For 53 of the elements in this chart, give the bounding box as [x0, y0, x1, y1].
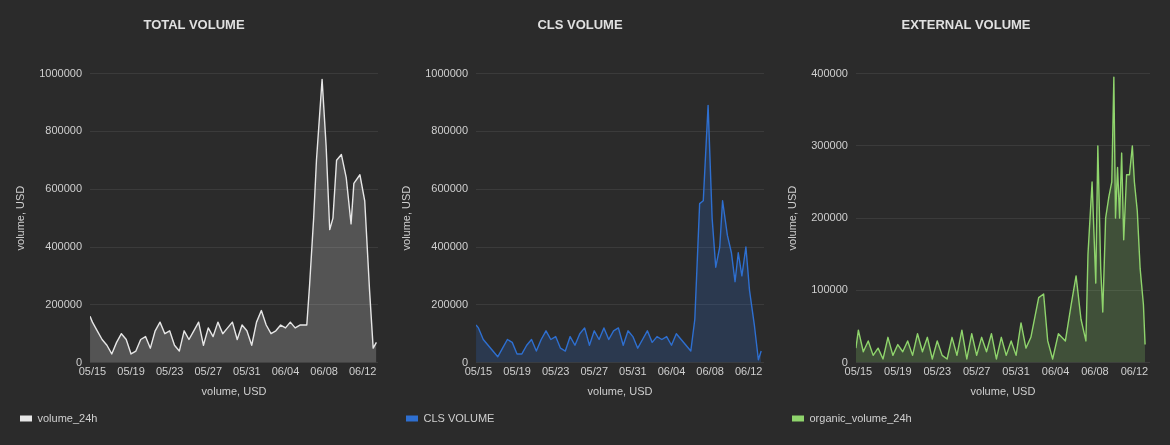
x-tick-label: 05/27 [194, 365, 223, 378]
y-tick-label: 200000 [45, 297, 83, 310]
x-tick-label: 05/15 [844, 365, 873, 378]
x-tick-label: 06/12 [734, 365, 763, 378]
y-axis-title: volume, USD [785, 185, 798, 251]
y-tick-label: 600000 [431, 182, 469, 195]
x-tick-label: 06/08 [1081, 365, 1109, 378]
chart-title: CLS VOLUME [537, 17, 623, 33]
x-tick-label: 05/31 [1002, 365, 1030, 378]
x-tick-label: 06/12 [1120, 365, 1149, 378]
x-tick-label: 05/27 [962, 365, 991, 378]
y-tick-label: 0 [841, 355, 848, 368]
y-axis-title: volume, USD [399, 185, 412, 251]
x-tick-label: 05/31 [619, 365, 647, 378]
chart-title: TOTAL VOLUME [143, 17, 245, 33]
y-tick-label: 200000 [811, 211, 848, 224]
x-tick-label: 06/04 [1041, 365, 1070, 378]
y-tick-label: 800000 [45, 124, 83, 137]
x-tick-label: 06/08 [696, 365, 724, 378]
x-tick-label: 06/08 [310, 365, 338, 378]
x-tick-label: 05/23 [923, 365, 951, 378]
x-axis-title: volume, USD [587, 385, 653, 398]
y-tick-label: 200000 [431, 297, 469, 310]
x-tick-label: 05/31 [233, 365, 261, 378]
y-tick-label: 100000 [811, 283, 848, 296]
y-tick-label: 800000 [431, 124, 469, 137]
y-tick-label: 400000 [431, 240, 469, 253]
legend-label: volume_24h [37, 411, 98, 424]
x-tick-label: 05/19 [884, 365, 912, 378]
y-tick-label: 400000 [811, 66, 848, 79]
y-tick-label: 1000000 [425, 66, 469, 79]
x-tick-label: 05/23 [155, 365, 184, 378]
x-tick-label: 06/12 [348, 365, 377, 378]
y-tick-label: 0 [75, 355, 83, 368]
x-tick-label: 05/15 [78, 365, 107, 378]
x-tick-label: 05/15 [464, 365, 493, 378]
x-tick-label: 05/19 [117, 365, 145, 378]
x-tick-label: 06/04 [657, 365, 686, 378]
x-tick-label: 05/23 [541, 365, 570, 378]
y-tick-label: 400000 [45, 240, 83, 253]
x-tick-label: 06/04 [271, 365, 300, 378]
y-axis-title: volume, USD [13, 185, 26, 251]
legend-label: CLS VOLUME [423, 411, 495, 424]
y-tick-label: 600000 [45, 182, 83, 195]
x-tick-label: 05/19 [503, 365, 531, 378]
y-tick-label: 300000 [811, 138, 848, 151]
x-axis-title: volume, USD [970, 385, 1036, 398]
y-tick-label: 1000000 [39, 66, 83, 79]
legend-label: organic_volume_24h [809, 411, 912, 424]
y-tick-label: 0 [461, 355, 469, 368]
x-axis-title: volume, USD [201, 385, 267, 398]
x-tick-label: 05/27 [580, 365, 609, 378]
chart-title: EXTERNAL VOLUME [901, 17, 1031, 33]
